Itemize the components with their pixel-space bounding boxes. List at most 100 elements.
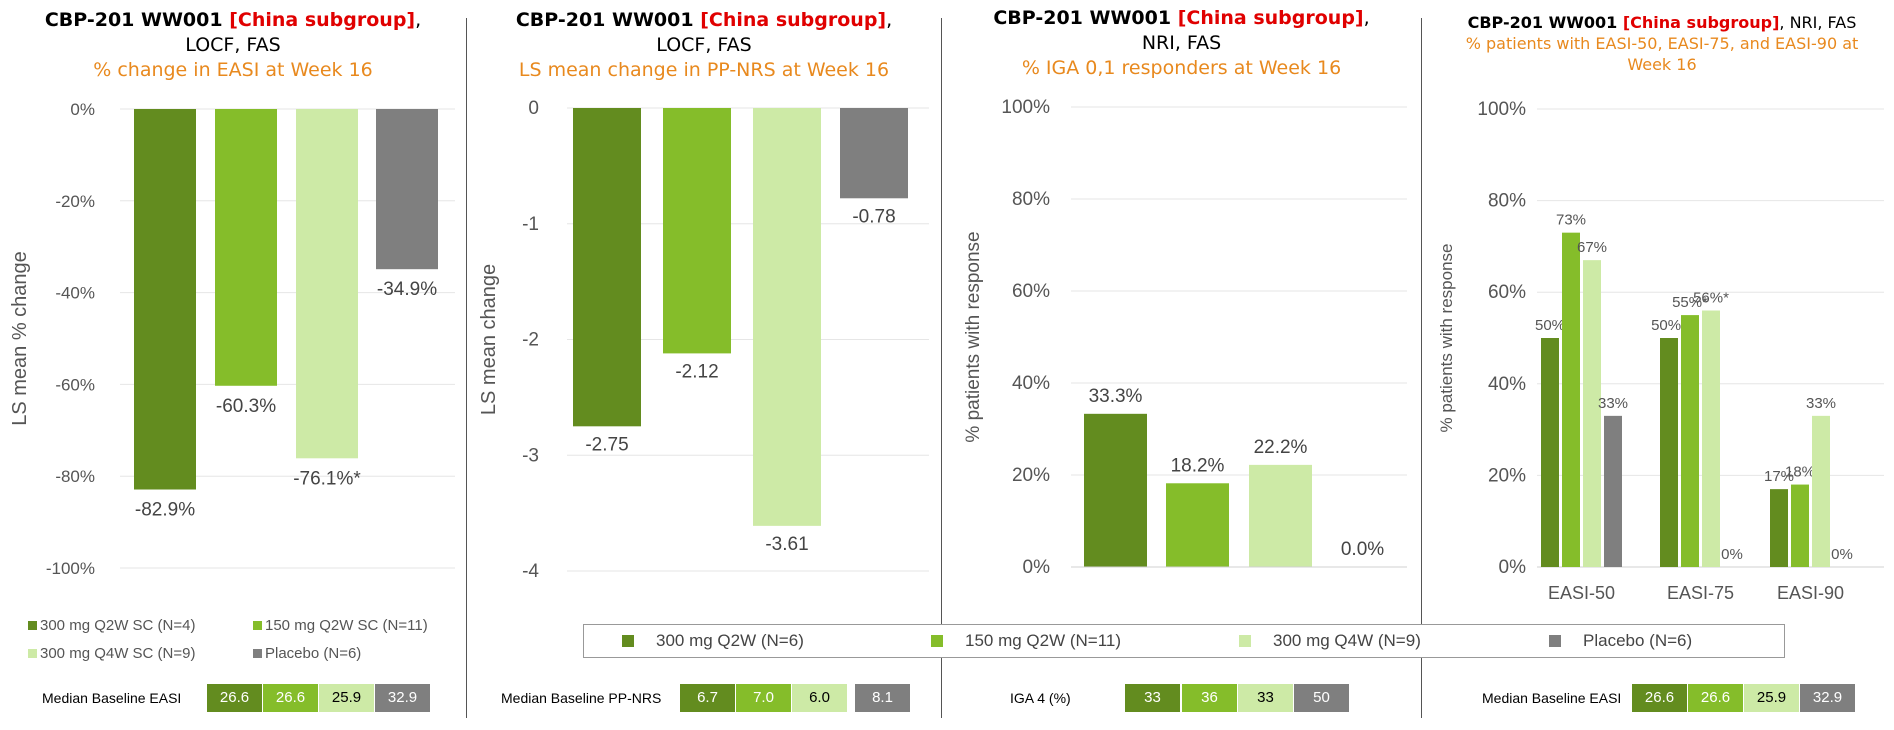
- x-tick-label: EASI-50: [1548, 583, 1615, 603]
- baseline-cell: 32.9: [375, 684, 430, 712]
- baseline-label: IGA 4 (%): [1010, 690, 1071, 706]
- data-label: 17%: [1764, 468, 1794, 485]
- panel-method: NRI, FAS: [1141, 32, 1222, 54]
- y-axis-label: % patients with response: [963, 231, 984, 442]
- baseline-row: Median Baseline EASI 26.6 26.6 25.9 32.9: [1422, 684, 1894, 712]
- data-label: 33.3%: [1089, 386, 1143, 407]
- legend-item: 300 mg Q4W SC (N=9): [28, 645, 195, 662]
- legend-swatch: [931, 635, 943, 647]
- x-tick-label: EASI-75: [1667, 583, 1734, 603]
- data-label: -0.78: [852, 206, 895, 227]
- panel-subtitle: % change in EASI at Week 16: [93, 59, 373, 81]
- bar: [1166, 483, 1229, 567]
- legend-item: Placebo (N=6): [1549, 625, 1692, 657]
- bar: [1791, 484, 1809, 567]
- panel-subtitle: LS mean change in PP-NRS at Week 16: [518, 59, 890, 81]
- baseline-cell: 26.6: [207, 684, 262, 712]
- baseline-cell: 36: [1182, 684, 1237, 712]
- panel-iga-responders: CBP-201 WW001 [China subgroup], NRI, FAS…: [942, 0, 1421, 730]
- baseline-row: Median Baseline EASI 26.6 26.6 25.9 32.9: [0, 684, 466, 712]
- data-label: 56%*: [1693, 290, 1729, 307]
- chart-easi-change: 0% -20% -40% -60% -80% -100% LS mean % change -…: [9, 100, 455, 578]
- y-tick-label: 60%: [1012, 281, 1050, 302]
- panel-ppnrs-change: CBP-201 WW001 [China subgroup], LOCF, FA…: [467, 0, 941, 730]
- baseline-cell: 25.9: [1744, 684, 1799, 712]
- panel-method: LOCF, FAS: [185, 34, 281, 56]
- y-tick-label: 60%: [1488, 282, 1526, 303]
- bar: [134, 109, 196, 490]
- bar: [1562, 232, 1580, 567]
- y-tick-label: -2: [522, 330, 539, 351]
- bar: [663, 108, 731, 354]
- panel-divider: [1421, 18, 1422, 718]
- y-tick-label: 20%: [1488, 465, 1526, 486]
- shared-legend: 300 mg Q2W (N=6) 150 mg Q2W (N=11) 300 m…: [583, 624, 1785, 658]
- y-tick-label: 0: [528, 98, 539, 119]
- bar: [296, 109, 358, 459]
- panel-subtitle: % IGA 0,1 responders at Week 16: [1021, 57, 1342, 79]
- baseline-row: Median Baseline PP-NRS 6.7 7.0 6.0 8.1: [467, 684, 941, 712]
- bar: [215, 109, 277, 386]
- chart-ppnrs-change: 0 -1 -2 -3 -4 LS mean change -2.75 -2.12 -3.61 -0…: [478, 98, 929, 582]
- data-label: 0%: [1721, 546, 1743, 563]
- bar: [1770, 489, 1788, 567]
- panel-subtitle: % patients with EASI-50, EASI-75, and EA…: [1465, 34, 1859, 74]
- panel-divider: [466, 18, 467, 718]
- baseline-cell: 6.0: [792, 684, 847, 712]
- legend-item: 150 mg Q2W (N=11): [931, 625, 1121, 657]
- bar: [1702, 310, 1720, 567]
- y-tick-label: 40%: [1012, 373, 1050, 394]
- legend-swatch: [28, 621, 37, 630]
- bar: [1583, 260, 1601, 567]
- panel-easi-change: CBP-201 WW001 [China subgroup], LOCF, FA…: [0, 0, 466, 730]
- data-label: 67%: [1577, 239, 1607, 256]
- legend-swatch: [1549, 635, 1561, 647]
- legend-item: 300 mg Q4W (N=9): [1239, 625, 1421, 657]
- y-tick-label: -3: [522, 445, 539, 466]
- chart-iga-responders: 0% 20% 40% 60% 80% 100% % patients with respon…: [963, 97, 1407, 578]
- y-tick-label: -1: [522, 214, 539, 235]
- baseline-cell: 33: [1125, 684, 1180, 712]
- panel-title: CBP-201 WW001 [China subgroup], NRI, FAS…: [1442, 12, 1882, 75]
- baseline-cell: 50: [1294, 684, 1349, 712]
- legend-item: 300 mg Q2W SC (N=4): [28, 617, 195, 634]
- data-label: 0.0%: [1341, 539, 1384, 560]
- bar: [1084, 413, 1147, 567]
- data-label: 18%: [1785, 464, 1815, 481]
- y-axis-label: LS mean % change: [9, 251, 31, 426]
- baseline-cell: 25.9: [319, 684, 374, 712]
- baseline-cell: 26.6: [1632, 684, 1687, 712]
- y-axis-label: % patients with response: [1437, 244, 1456, 433]
- bar: [1681, 315, 1699, 567]
- data-label: 33%: [1806, 395, 1836, 412]
- bar: [840, 108, 908, 199]
- data-label: 0%: [1831, 546, 1853, 563]
- data-label: -2.12: [675, 361, 718, 382]
- bar: [573, 108, 641, 427]
- data-label: -60.3%: [216, 396, 276, 417]
- y-tick-label: -4: [522, 561, 539, 582]
- baseline-label: Median Baseline PP-NRS: [501, 690, 662, 706]
- y-tick-label: 80%: [1488, 191, 1526, 212]
- baseline-row: IGA 4 (%) 33 36 33 50: [942, 684, 1421, 712]
- bar: [1249, 464, 1312, 567]
- legend-swatch: [622, 635, 634, 647]
- baseline-cell: 26.6: [1688, 684, 1743, 712]
- baseline-cell: 32.9: [1800, 684, 1855, 712]
- x-tick-label: EASI-90: [1777, 583, 1844, 603]
- y-tick-label: -100%: [46, 559, 95, 578]
- data-label: 22.2%: [1254, 437, 1308, 458]
- panel-divider: [941, 18, 942, 718]
- legend-item: Placebo (N=6): [253, 645, 361, 662]
- y-tick-label: 20%: [1012, 465, 1050, 486]
- baseline-cell: 8.1: [855, 684, 910, 712]
- panel-title: CBP-201 WW001 [China subgroup], LOCF, FA…: [467, 8, 941, 83]
- data-label: -82.9%: [135, 500, 195, 521]
- baseline-cell: 26.6: [263, 684, 318, 712]
- legend-item: 150 mg Q2W SC (N=11): [253, 617, 428, 634]
- y-tick-label: -60%: [55, 375, 95, 394]
- y-tick-label: 40%: [1488, 374, 1526, 395]
- data-label: -76.1%*: [293, 468, 361, 489]
- y-tick-label: 100%: [1001, 97, 1050, 118]
- legend-swatch: [253, 649, 262, 658]
